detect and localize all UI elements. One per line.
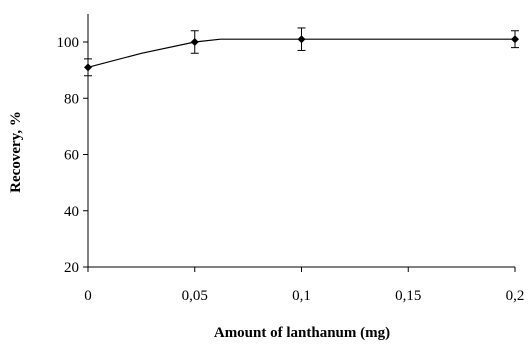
y-tick-label: 20 [64, 260, 79, 276]
fit-line [87, 38, 515, 68]
x-tick-label: 0 [84, 288, 92, 304]
data-point-marker [511, 35, 519, 44]
y-axis-label: Recovery, % [8, 111, 24, 193]
y-tick-label: 40 [64, 204, 79, 220]
x-tick-label: 0,15 [395, 288, 421, 304]
y-tick-label: 100 [57, 35, 80, 51]
y-tick-label: 80 [64, 91, 79, 107]
x-tick-label: 0,1 [292, 288, 311, 304]
data-series [84, 27, 519, 77]
y-tick-label: 60 [64, 148, 79, 164]
x-tick-label: 0,05 [182, 288, 208, 304]
x-axis-label: Amount of lanthanum (mg) [214, 325, 390, 341]
y-axis-ticks: 20 40 60 80 100 [57, 35, 88, 276]
data-point-marker [84, 63, 92, 72]
chart-axes [87, 14, 515, 268]
x-axis-ticks: 0 0,05 0,1 0,15 0,2 [84, 267, 524, 304]
data-point-marker [190, 38, 199, 46]
data-point-marker [297, 35, 306, 44]
x-tick-label: 0,2 [506, 288, 525, 304]
